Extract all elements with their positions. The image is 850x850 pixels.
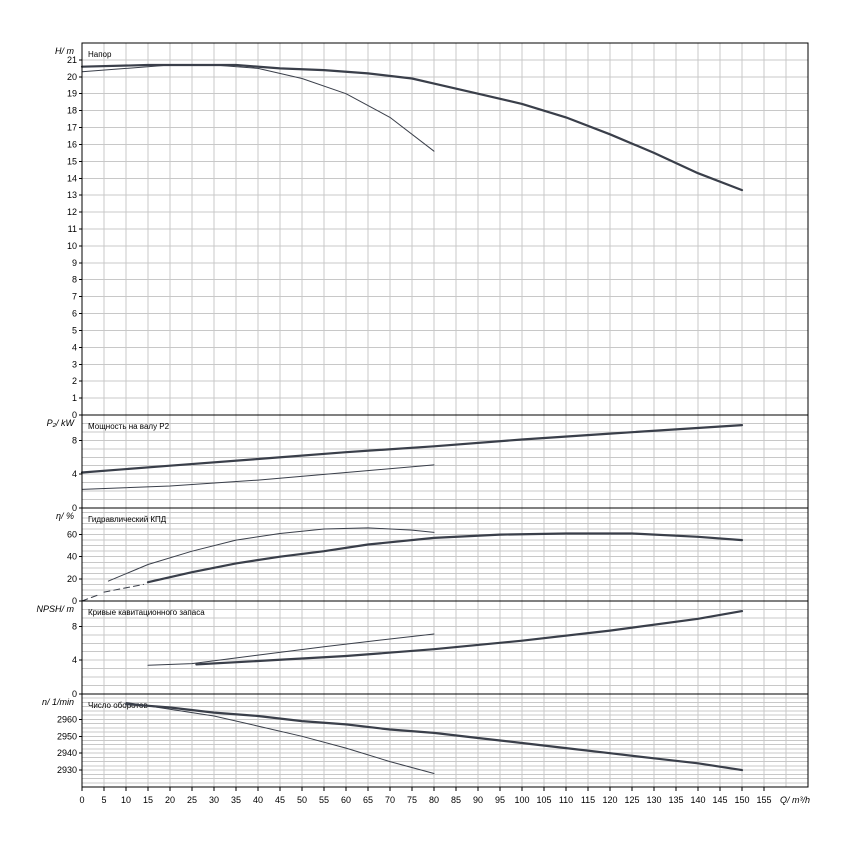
x-tick-label: 95 [495, 795, 505, 805]
y-tick-label: 2 [72, 376, 77, 386]
y-axis-label: H/ m [55, 46, 75, 56]
series-line-dash [103, 583, 145, 593]
x-tick-label: 70 [385, 795, 395, 805]
y-axis-label: P₂/ kW [47, 418, 76, 428]
y-tick-label: 9 [72, 258, 77, 268]
x-tick-label: 135 [668, 795, 683, 805]
y-tick-label: 21 [67, 55, 77, 65]
y-tick-label: 2950 [57, 731, 77, 741]
x-tick-label: 150 [734, 795, 749, 805]
panel-title: Кривые кавитационного запаса [88, 608, 205, 617]
x-tick-label: 155 [756, 795, 771, 805]
x-tick-label: 10 [121, 795, 131, 805]
y-tick-label: 17 [67, 123, 77, 133]
series-line-dash [81, 593, 101, 602]
y-tick-label: 20 [67, 72, 77, 82]
y-tick-label: 20 [67, 574, 77, 584]
series-line-thin [81, 464, 435, 490]
panel-2: 0 4 8 P₂/ kW Мощность на валу P2 [47, 414, 809, 513]
x-tick-label: 75 [407, 795, 417, 805]
series-line-bold [195, 609, 744, 666]
x-tick-label: 105 [536, 795, 551, 805]
y-tick-label: 8 [72, 275, 77, 285]
y-tick-label: 2960 [57, 714, 77, 724]
y-tick-label: 0 [72, 596, 77, 606]
panel-title: Мощность на валу P2 [88, 422, 170, 431]
y-tick-label: 8 [72, 435, 77, 445]
panel-frame [81, 693, 809, 788]
y-axis-label: n/ 1/min [42, 697, 74, 707]
x-tick-label: 85 [451, 795, 461, 805]
x-tick-label: 80 [429, 795, 439, 805]
series-line-thin [107, 527, 435, 582]
y-tick-label: 0 [72, 689, 77, 699]
x-tick-label: 0 [79, 795, 84, 805]
panel-title: Напор [88, 50, 112, 59]
x-tick-label: 90 [473, 795, 483, 805]
x-tick-label: 45 [275, 795, 285, 805]
x-tick-label: 145 [712, 795, 727, 805]
x-tick-label: 60 [341, 795, 351, 805]
panel-title: Гидравлический КПД [88, 515, 167, 524]
series-line-thin [81, 64, 435, 152]
y-tick-label: 7 [72, 292, 77, 302]
series-line-bold [146, 532, 744, 584]
y-axis-label: NPSH/ m [36, 604, 74, 614]
x-tick-label: 15 [143, 795, 153, 805]
x-tick-label: 120 [602, 795, 617, 805]
y-tick-label: 19 [67, 89, 77, 99]
x-tick-label: 100 [514, 795, 529, 805]
series-line-thin [125, 702, 435, 774]
y-tick-label: 60 [67, 530, 77, 540]
y-tick-label: 0 [72, 410, 77, 420]
x-tick-label: 130 [646, 795, 661, 805]
x-tick-label: 20 [165, 795, 175, 805]
y-tick-label: 10 [67, 241, 77, 251]
panel-5: 2930 2940 2950 2960 n/ 1/min Число оборотов [42, 693, 809, 788]
y-tick-label: 13 [67, 190, 77, 200]
y-tick-label: 15 [67, 156, 77, 166]
y-tick-label: 1 [72, 393, 77, 403]
x-tick-label: 30 [209, 795, 219, 805]
y-tick-label: 8 [72, 621, 77, 631]
x-tick-label: 5 [101, 795, 106, 805]
x-tick-label: 40 [253, 795, 263, 805]
x-tick-label: 55 [319, 795, 329, 805]
y-tick-label: 0 [72, 503, 77, 513]
x-tick-label: 25 [187, 795, 197, 805]
y-tick-label: 2930 [57, 765, 77, 775]
y-tick-label: 14 [67, 173, 77, 183]
y-tick-label: 4 [72, 342, 77, 352]
y-tick-label: 3 [72, 359, 77, 369]
y-axis-label: η/ % [56, 511, 74, 521]
x-tick-label: 110 [559, 795, 573, 805]
series-line-bold [124, 702, 744, 772]
y-tick-label: 16 [67, 139, 77, 149]
y-tick-label: 18 [67, 106, 77, 116]
y-tick-label: 2940 [57, 748, 77, 758]
x-tick-label: 140 [690, 795, 705, 805]
x-axis-label: Q/ m³/h [780, 795, 810, 805]
y-tick-label: 40 [67, 552, 77, 562]
panel-title: Число оборотов [88, 701, 148, 710]
panel-frame [81, 507, 809, 602]
panel-3: 0 20 40 60 η/ % Гидравлический КПД [56, 507, 809, 606]
y-tick-label: 6 [72, 309, 77, 319]
panel-4: 0 4 8 NPSH/ m Кривые кавитационного запаса [36, 600, 809, 699]
x-tick-label: 50 [297, 795, 307, 805]
y-tick-label: 11 [68, 224, 77, 234]
x-axis: 0 5 10 15 20 25 30 35 40 45 50 55 60 65 70 75 80 85 90 95 10… [79, 787, 810, 805]
x-tick-label: 65 [363, 795, 373, 805]
y-tick-label: 5 [72, 325, 77, 335]
x-tick-label: 125 [624, 795, 639, 805]
series-line-bold [80, 424, 744, 474]
y-tick-label: 4 [72, 655, 77, 665]
x-tick-label: 115 [581, 795, 595, 805]
x-tick-label: 35 [231, 795, 241, 805]
y-tick-label: 4 [72, 469, 77, 479]
y-tick-label: 12 [67, 207, 77, 217]
series-line-thin [147, 633, 435, 666]
